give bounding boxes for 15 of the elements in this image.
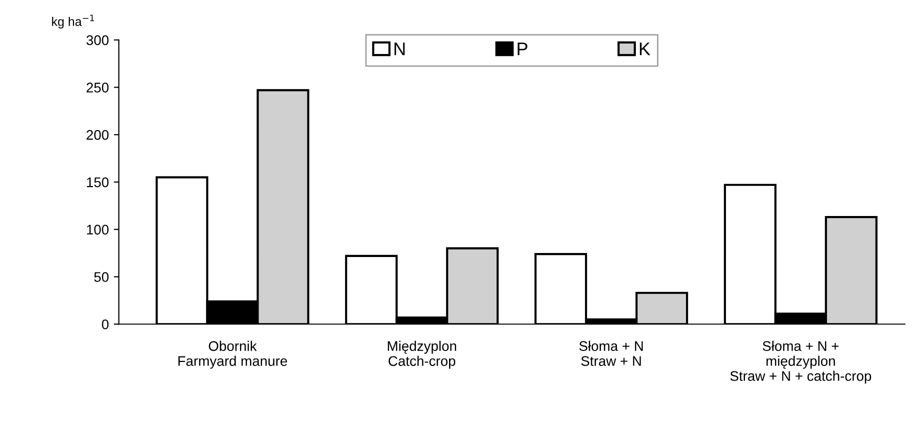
legend-label: N	[394, 42, 405, 56]
legend-label: K	[640, 42, 650, 56]
x-tick-label: Międzyplon Catch-crop	[388, 340, 456, 369]
legend-label: P	[518, 42, 528, 56]
y-tick-label: 300	[86, 35, 109, 46]
y-tick-label: 200	[86, 130, 109, 140]
x-tick-label: Obornik Farmyard manure	[178, 340, 288, 369]
y-tick-label: 100	[86, 224, 109, 235]
y-tick-label: 50	[94, 272, 109, 282]
y-axis-title: kg ha$^{−1}$	[52, 14, 94, 28]
y-tick-label: 250	[86, 82, 109, 92]
x-tick-label: Słoma + N Straw + N	[579, 340, 643, 366]
y-tick-label: 0	[102, 319, 109, 330]
y-tick-label: 150	[86, 177, 109, 188]
x-tick-label: Słoma + N + międzyplon Straw + N + catch-crop	[730, 340, 872, 384]
